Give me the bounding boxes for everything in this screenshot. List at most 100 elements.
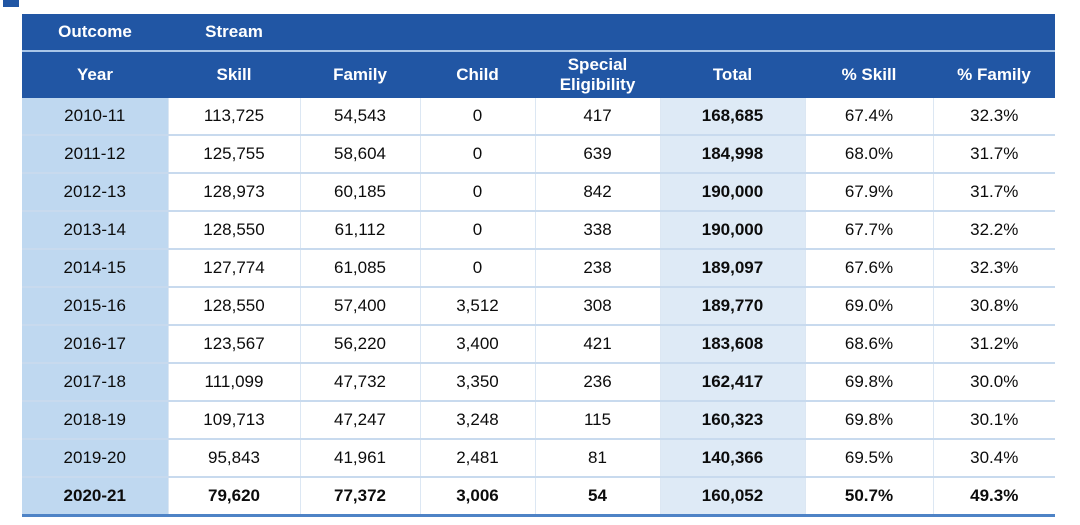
pct-family-cell: 31.2% xyxy=(932,324,1055,363)
table-row: 2015-16 128,550 57,400 3,512 308 189,770 69.0%… xyxy=(22,286,1055,325)
year-cell: 2016-17 xyxy=(22,324,168,363)
child-cell: 3,512 xyxy=(419,286,535,325)
year-cell: 2020-21 xyxy=(22,476,168,517)
total-cell: 162,417 xyxy=(659,362,805,401)
special-eligibility-cell: 115 xyxy=(534,400,660,439)
table-body: 2010-11 113,725 54,543 0 417 168,685 67.4% 32.3… xyxy=(22,98,1055,517)
pct-skill-cell: 69.5% xyxy=(804,438,933,477)
skill-cell: 79,620 xyxy=(167,476,300,517)
child-cell: 3,350 xyxy=(419,362,535,401)
special-eligibility-cell: 639 xyxy=(534,134,660,173)
family-cell: 61,112 xyxy=(299,210,420,249)
column-header-skill: Skill xyxy=(168,51,300,98)
family-cell: 47,247 xyxy=(299,400,420,439)
year-cell: 2012-13 xyxy=(22,172,168,211)
table-row: 2018-19 109,713 47,247 3,248 115 160,323 69.8%… xyxy=(22,400,1055,439)
table-header: Outcome Stream Year Skill Family Child S… xyxy=(22,14,1055,98)
special-eligibility-cell: 308 xyxy=(534,286,660,325)
family-cell: 56,220 xyxy=(299,324,420,363)
family-cell: 60,185 xyxy=(299,172,420,211)
skill-cell: 128,550 xyxy=(167,286,300,325)
special-eligibility-cell: 81 xyxy=(534,438,660,477)
child-cell: 3,248 xyxy=(419,400,535,439)
total-cell: 190,000 xyxy=(659,210,805,249)
child-cell: 3,006 xyxy=(419,476,535,517)
table-row: 2012-13 128,973 60,185 0 842 190,000 67.9% 31.7… xyxy=(22,172,1055,211)
special-eligibility-cell: 338 xyxy=(534,210,660,249)
table-row: 2016-17 123,567 56,220 3,400 421 183,608 68.6%… xyxy=(22,324,1055,363)
skill-cell: 95,843 xyxy=(167,438,300,477)
pct-skill-cell: 68.0% xyxy=(804,134,933,173)
table-row: 2014-15 127,774 61,085 0 238 189,097 67.6% 32.3… xyxy=(22,248,1055,287)
child-cell: 2,481 xyxy=(419,438,535,477)
year-cell: 2010-11 xyxy=(22,98,168,135)
column-header-row: Year Skill Family Child Special Eligibil… xyxy=(22,51,1055,98)
year-cell: 2017-18 xyxy=(22,362,168,401)
total-cell: 168,685 xyxy=(659,98,805,135)
table-row: 2011-12 125,755 58,604 0 639 184,998 68.0% 31.7… xyxy=(22,134,1055,173)
pct-family-cell: 30.1% xyxy=(932,400,1055,439)
column-header-total: Total xyxy=(660,51,805,98)
skill-cell: 128,973 xyxy=(167,172,300,211)
total-cell: 189,770 xyxy=(659,286,805,325)
family-cell: 58,604 xyxy=(299,134,420,173)
pct-family-cell: 49.3% xyxy=(932,476,1055,517)
skill-cell: 125,755 xyxy=(167,134,300,173)
skill-cell: 128,550 xyxy=(167,210,300,249)
pct-family-cell: 30.4% xyxy=(932,438,1055,477)
total-cell: 184,998 xyxy=(659,134,805,173)
pct-skill-cell: 68.6% xyxy=(804,324,933,363)
total-cell: 190,000 xyxy=(659,172,805,211)
family-cell: 41,961 xyxy=(299,438,420,477)
year-cell: 2019-20 xyxy=(22,438,168,477)
column-header-child: Child xyxy=(420,51,535,98)
special-eligibility-cell: 54 xyxy=(534,476,660,517)
family-cell: 54,543 xyxy=(299,98,420,135)
pct-skill-cell: 50.7% xyxy=(804,476,933,517)
pct-skill-cell: 67.6% xyxy=(804,248,933,287)
group-header-spacer xyxy=(300,14,1055,52)
group-header-stream: Stream xyxy=(168,14,300,52)
total-cell: 160,323 xyxy=(659,400,805,439)
total-cell: 140,366 xyxy=(659,438,805,477)
top-left-artifact xyxy=(3,0,19,7)
child-cell: 0 xyxy=(419,210,535,249)
table-row: 2010-11 113,725 54,543 0 417 168,685 67.4% 32.3… xyxy=(22,98,1055,135)
table-row: 2017-18 111,099 47,732 3,350 236 162,417 69.8%… xyxy=(22,362,1055,401)
year-cell: 2013-14 xyxy=(22,210,168,249)
family-cell: 57,400 xyxy=(299,286,420,325)
skill-cell: 127,774 xyxy=(167,248,300,287)
total-cell: 160,052 xyxy=(659,476,805,517)
table-row: 2020-21 79,620 77,372 3,006 54 160,052 50.7% 49… xyxy=(22,476,1055,517)
year-cell: 2015-16 xyxy=(22,286,168,325)
skill-cell: 111,099 xyxy=(167,362,300,401)
column-header-family: Family xyxy=(300,51,420,98)
pct-family-cell: 32.3% xyxy=(932,248,1055,287)
column-header-special-eligibility: Special Eligibility xyxy=(535,51,660,98)
column-header-pct-skill: % Skill xyxy=(805,51,933,98)
group-header-outcome: Outcome xyxy=(22,14,168,52)
group-header-row: Outcome Stream xyxy=(22,14,1055,52)
year-cell: 2014-15 xyxy=(22,248,168,287)
pct-family-cell: 31.7% xyxy=(932,172,1055,211)
family-cell: 61,085 xyxy=(299,248,420,287)
migration-outcome-table: Outcome Stream Year Skill Family Child S… xyxy=(22,14,1055,517)
special-eligibility-cell: 238 xyxy=(534,248,660,287)
table-row: 2013-14 128,550 61,112 0 338 190,000 67.7% 32.2… xyxy=(22,210,1055,249)
skill-cell: 123,567 xyxy=(167,324,300,363)
pct-skill-cell: 67.4% xyxy=(804,98,933,135)
pct-family-cell: 32.3% xyxy=(932,98,1055,135)
total-cell: 183,608 xyxy=(659,324,805,363)
pct-family-cell: 31.7% xyxy=(932,134,1055,173)
column-header-year: Year xyxy=(22,51,168,98)
pct-family-cell: 30.0% xyxy=(932,362,1055,401)
skill-cell: 109,713 xyxy=(167,400,300,439)
child-cell: 0 xyxy=(419,98,535,135)
year-cell: 2011-12 xyxy=(22,134,168,173)
special-eligibility-cell: 236 xyxy=(534,362,660,401)
special-eligibility-cell: 417 xyxy=(534,98,660,135)
child-cell: 0 xyxy=(419,172,535,211)
pct-family-cell: 32.2% xyxy=(932,210,1055,249)
pct-skill-cell: 67.7% xyxy=(804,210,933,249)
